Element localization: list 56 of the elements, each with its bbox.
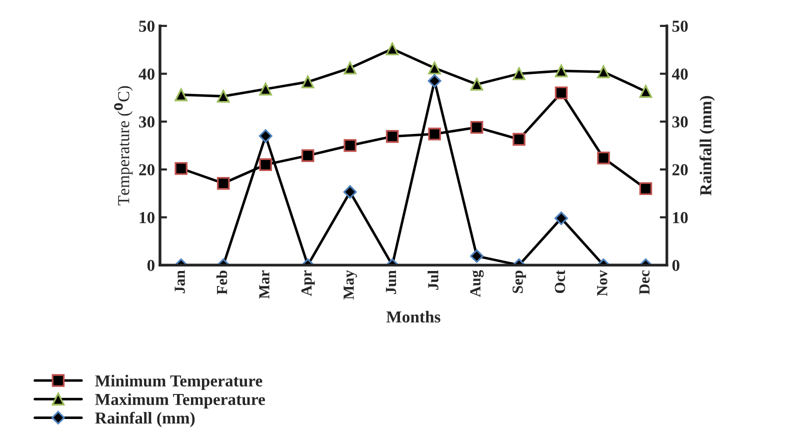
x-tick-label: May bbox=[344, 270, 357, 300]
y-tick-label: 10 bbox=[140, 212, 154, 224]
point bbox=[301, 75, 314, 88]
x-tick-label: Sep bbox=[512, 270, 526, 293]
legend-label: Maximum Temperature bbox=[95, 393, 265, 408]
point bbox=[597, 65, 610, 78]
point bbox=[344, 62, 356, 74]
point bbox=[428, 74, 442, 88]
y2-tick-label: 10 bbox=[673, 212, 688, 224]
x-tick-label: Oct bbox=[554, 270, 566, 294]
x-axis-title: Months bbox=[386, 310, 440, 323]
point bbox=[554, 86, 568, 100]
point bbox=[597, 152, 610, 164]
y2-axis-title: Rainfall (mm) bbox=[700, 96, 715, 196]
y2-tick-label: 50 bbox=[672, 20, 688, 32]
x-tick-label: Mar bbox=[259, 270, 270, 299]
point bbox=[470, 120, 484, 134]
y-axis-title: Temperature ($^{0}$C) bbox=[114, 86, 133, 206]
point bbox=[174, 162, 188, 175]
point bbox=[216, 90, 230, 103]
point bbox=[386, 130, 399, 143]
point bbox=[512, 67, 526, 80]
point bbox=[344, 139, 356, 152]
point bbox=[259, 158, 272, 172]
point bbox=[258, 129, 272, 143]
point bbox=[259, 82, 272, 96]
point bbox=[470, 78, 484, 91]
x-tick-label: Jun bbox=[386, 270, 396, 294]
x-tick-label: Aug bbox=[470, 270, 484, 298]
x-tick-label: Jan bbox=[174, 270, 185, 294]
x-tick-label: Feb bbox=[216, 270, 228, 294]
point bbox=[639, 182, 652, 195]
x-tick-label: Jul bbox=[428, 270, 438, 290]
y-tick-label: 0 bbox=[147, 260, 154, 272]
x-tick-label: Apr bbox=[301, 270, 315, 296]
point bbox=[428, 128, 441, 140]
y-tick-label: 40 bbox=[138, 68, 154, 80]
y2-tick-label: 20 bbox=[672, 164, 688, 176]
point bbox=[428, 62, 441, 74]
x-tick-label: Nov bbox=[597, 270, 608, 296]
point bbox=[216, 176, 230, 190]
y2-tick-label: 30 bbox=[672, 116, 688, 128]
point bbox=[512, 132, 526, 146]
y2-tick-label: 40 bbox=[672, 68, 688, 80]
y2-tick-label: 0 bbox=[672, 260, 680, 272]
point bbox=[174, 88, 188, 102]
y-tick-label: 30 bbox=[139, 116, 154, 128]
x-tick-label: Dec bbox=[639, 270, 650, 294]
point bbox=[386, 42, 399, 56]
legend-label: Rainfall (mm) bbox=[95, 412, 195, 428]
legend-label: Minimum Temperature bbox=[95, 374, 262, 390]
y-tick-label: 50 bbox=[139, 20, 154, 32]
point bbox=[639, 85, 652, 98]
point bbox=[301, 149, 314, 162]
y-tick-label: 20 bbox=[139, 164, 154, 176]
point bbox=[554, 64, 568, 78]
